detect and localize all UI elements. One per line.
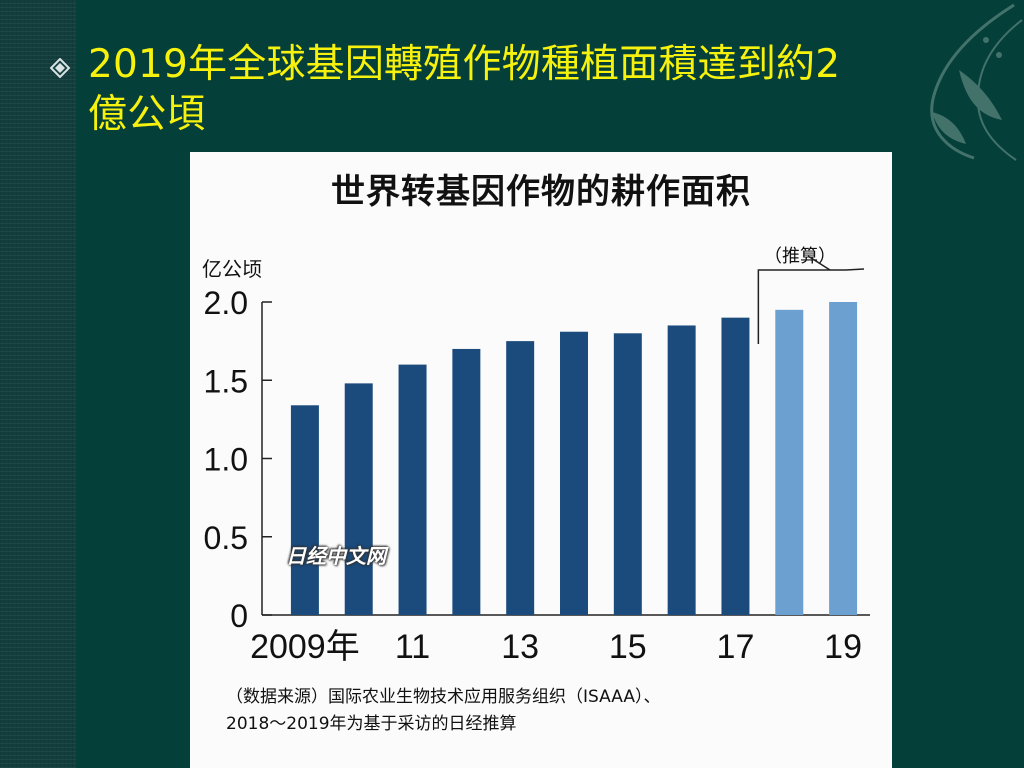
- x-tick-label: 15: [609, 628, 647, 666]
- estimate-bracket-pointer: [807, 255, 831, 271]
- x-tick-label: 11: [395, 628, 430, 666]
- x-tick-label: 17: [717, 628, 755, 666]
- slide-title: 2019年全球基因轉殖作物種植面積達到約2 億公頃: [88, 40, 968, 140]
- data-bar: [613, 333, 642, 615]
- data-bar: [667, 325, 696, 615]
- data-bar: [452, 348, 481, 615]
- left-texture-strip: [0, 0, 76, 768]
- source-line-2: 2018～2019年为基于采访的日经推算: [226, 714, 517, 734]
- y-tick-label: 1.5: [204, 363, 248, 399]
- y-axis-unit-label: 亿公顷: [202, 257, 262, 281]
- slide-title-line-2: 億公頃: [88, 92, 206, 137]
- y-tick-label: 1.0: [204, 442, 248, 478]
- diamond-bullet-icon: [50, 58, 70, 78]
- estimate-bar: [829, 302, 858, 615]
- x-tick-label: 2009年: [250, 628, 360, 666]
- source-line-1: （数据来源）国际农业生物技术应用服务组织（ISAAA）、: [226, 687, 661, 707]
- y-tick-label: 0.5: [204, 520, 248, 556]
- data-bar: [560, 331, 588, 615]
- watermark-text: 日经中文网: [286, 544, 386, 568]
- y-tick-label: 0: [230, 598, 248, 634]
- data-bar: [506, 341, 535, 615]
- data-bar: [398, 364, 427, 615]
- bar-chart: 0 0.5 1.0 1.5 2.0 2009年 11 13 15 17 19: [204, 255, 870, 666]
- data-bar: [344, 383, 373, 615]
- x-tick-label: 13: [501, 628, 539, 666]
- y-tick-label: 2.0: [204, 285, 248, 321]
- decorative-leaf-icon: [930, 3, 1023, 161]
- x-tick-label: 19: [824, 628, 862, 666]
- data-bar: [290, 405, 319, 615]
- chart-title: 世界转基因作物的耕作面积: [331, 172, 751, 212]
- slide-title-line-1: 2019年全球基因轉殖作物種植面積達到約2: [88, 42, 841, 87]
- estimate-bracket: [757, 268, 865, 344]
- chart-figure: 世界转基因作物的耕作面积 亿公顷 （推算） 0 0.5 1.0 1.5 2.0 2009年…: [190, 152, 892, 768]
- estimate-bar: [775, 309, 804, 615]
- source-note: （数据来源）国际农业生物技术应用服务组织（ISAAA）、 2018～2019年为…: [226, 684, 876, 738]
- data-bar: [721, 317, 750, 615]
